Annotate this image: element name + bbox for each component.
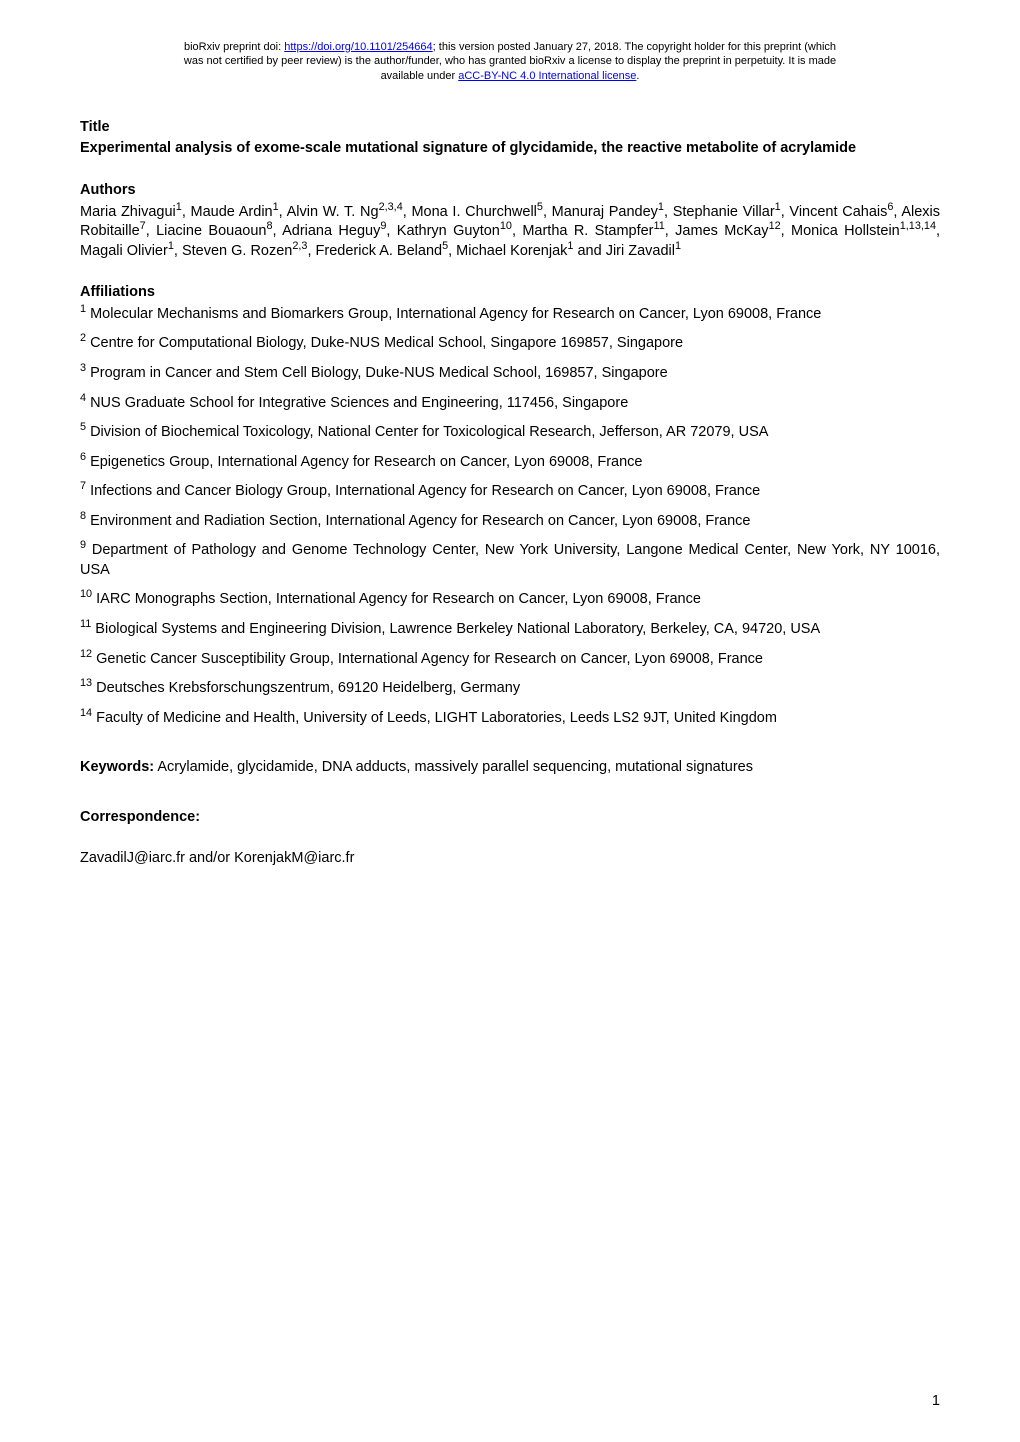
affiliation-item: 11 Biological Systems and Engineering Di… [80,620,940,640]
title-heading: Title [80,118,940,138]
preprint-line3-prefix: available under [381,70,459,82]
affiliation-text: Environment and Radiation Section, Inter… [86,513,750,529]
affiliation-item: 2 Centre for Computational Biology, Duke… [80,334,940,354]
affiliation-item: 14 Faculty of Medicine and Health, Unive… [80,709,940,729]
affiliation-text: Epigenetics Group, International Agency … [86,454,642,470]
keywords-label: Keywords: [80,759,154,775]
preprint-line1-prefix: bioRxiv preprint doi: [184,41,284,53]
affiliation-text: Infections and Cancer Biology Group, Int… [86,483,760,499]
affiliation-text: Program in Cancer and Stem Cell Biology,… [86,365,668,381]
affiliation-text: NUS Graduate School for Integrative Scie… [86,395,628,411]
preprint-line2: was not certified by peer review) is the… [184,55,836,67]
affiliation-text: Deutsches Krebsforschungszentrum, 69120 … [92,680,520,696]
affiliation-text: Centre for Computational Biology, Duke-N… [86,335,683,351]
affiliation-item: 10 IARC Monographs Section, Internationa… [80,590,940,610]
affiliation-sup: 12 [80,648,92,660]
affiliation-sup: 11 [80,618,91,630]
correspondence-text: ZavadilJ@iarc.fr and/or KorenjakM@iarc.f… [80,849,940,869]
affiliation-item: 9 Department of Pathology and Genome Tec… [80,541,940,580]
affiliation-sup: 14 [80,707,92,719]
affiliation-item: 4 NUS Graduate School for Integrative Sc… [80,394,940,414]
paper-title: Experimental analysis of exome-scale mut… [80,139,940,159]
preprint-line3-suffix: . [636,70,639,82]
preprint-line1-suffix: ; this version posted January 27, 2018. … [433,41,836,53]
affiliation-text: IARC Monographs Section, International A… [92,591,701,607]
affiliation-item: 5 Division of Biochemical Toxicology, Na… [80,423,940,443]
affiliation-item: 3 Program in Cancer and Stem Cell Biolog… [80,364,940,384]
affiliation-text: Molecular Mechanisms and Biomarkers Grou… [86,306,821,322]
keywords-text: Acrylamide, glycidamide, DNA adducts, ma… [154,759,753,775]
affiliation-text: Genetic Cancer Susceptibility Group, Int… [92,651,763,667]
license-link[interactable]: aCC-BY-NC 4.0 International license [458,70,636,82]
affiliation-item: 1 Molecular Mechanisms and Biomarkers Gr… [80,305,940,325]
affiliation-sup: 13 [80,677,92,689]
affiliations-list: 1 Molecular Mechanisms and Biomarkers Gr… [80,305,940,728]
affiliation-item: 13 Deutsches Krebsforschungszentrum, 691… [80,679,940,699]
affiliation-item: 8 Environment and Radiation Section, Int… [80,512,940,532]
affiliation-item: 12 Genetic Cancer Susceptibility Group, … [80,650,940,670]
preprint-banner: bioRxiv preprint doi: https://doi.org/10… [80,40,940,83]
affiliation-text: Biological Systems and Engineering Divis… [91,621,820,637]
affiliations-heading: Affiliations [80,283,940,303]
page-number: 1 [932,1392,940,1412]
affiliation-item: 7 Infections and Cancer Biology Group, I… [80,482,940,502]
affiliation-text: Division of Biochemical Toxicology, Nati… [86,424,768,440]
correspondence-heading: Correspondence: [80,808,940,828]
keywords-block: Keywords: Acrylamide, glycidamide, DNA a… [80,758,940,778]
affiliation-text: Faculty of Medicine and Health, Universi… [92,710,777,726]
authors-list: Maria Zhivagui1, Maude Ardin1, Alvin W. … [80,203,940,262]
authors-heading: Authors [80,181,940,201]
affiliation-sup: 10 [80,589,92,601]
affiliation-item: 6 Epigenetics Group, International Agenc… [80,453,940,473]
doi-link[interactable]: https://doi.org/10.1101/254664 [284,41,432,53]
affiliation-text: Department of Pathology and Genome Techn… [80,542,940,578]
